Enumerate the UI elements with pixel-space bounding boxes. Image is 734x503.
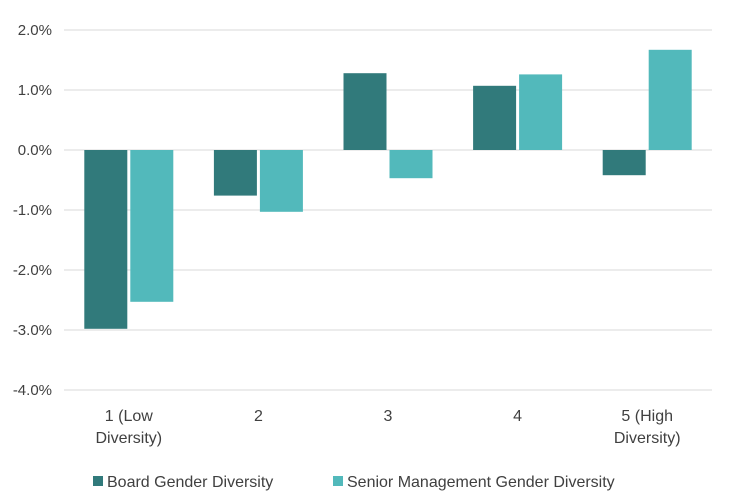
y-axis-tick-labels: 2.0% 1.0% 0.0% -1.0% -2.0% -3.0% -4.0% [13,22,52,399]
x-category-label: 2 [254,408,263,425]
bars [84,49,692,329]
y-tick-label: 2.0% [18,22,52,39]
legend-label: Board Gender Diversity [107,474,273,491]
x-category-label: 5 (High [621,408,673,425]
x-axis-category-labels: 1 (Low Diversity) 2 3 4 5 (High Diversity) [95,408,680,447]
bar-series-1-category-3 [343,73,387,150]
bar-series-1-category-4 [473,85,517,150]
y-tick-label: 0.0% [18,142,52,159]
bar-series-1-category-2 [213,150,257,196]
legend-swatch [333,476,343,486]
x-category-label: 3 [384,408,393,425]
y-tick-label: -4.0% [13,382,52,399]
y-tick-label: -1.0% [13,202,52,219]
legend-label: Senior Management Gender Diversity [347,474,615,491]
bar-series-2-category-3 [389,150,433,179]
x-category-label: 1 (Low [105,408,153,425]
bar-series-2-category-4 [519,74,563,150]
bar-series-1-category-5 [602,150,646,176]
y-tick-label: -3.0% [13,322,52,339]
x-category-label: 4 [513,408,522,425]
bar-series-2-category-1 [130,150,174,302]
y-tick-label: -2.0% [13,262,52,279]
x-category-label: Diversity) [95,430,162,447]
legend: Board Gender Diversity Senior Management … [93,474,615,491]
bar-series-2-category-2 [259,150,303,212]
legend-swatch [93,476,103,486]
y-tick-label: 1.0% [18,82,52,99]
bar-series-2-category-5 [648,49,692,150]
x-category-label: Diversity) [614,430,681,447]
bar-series-1-category-1 [84,150,128,329]
